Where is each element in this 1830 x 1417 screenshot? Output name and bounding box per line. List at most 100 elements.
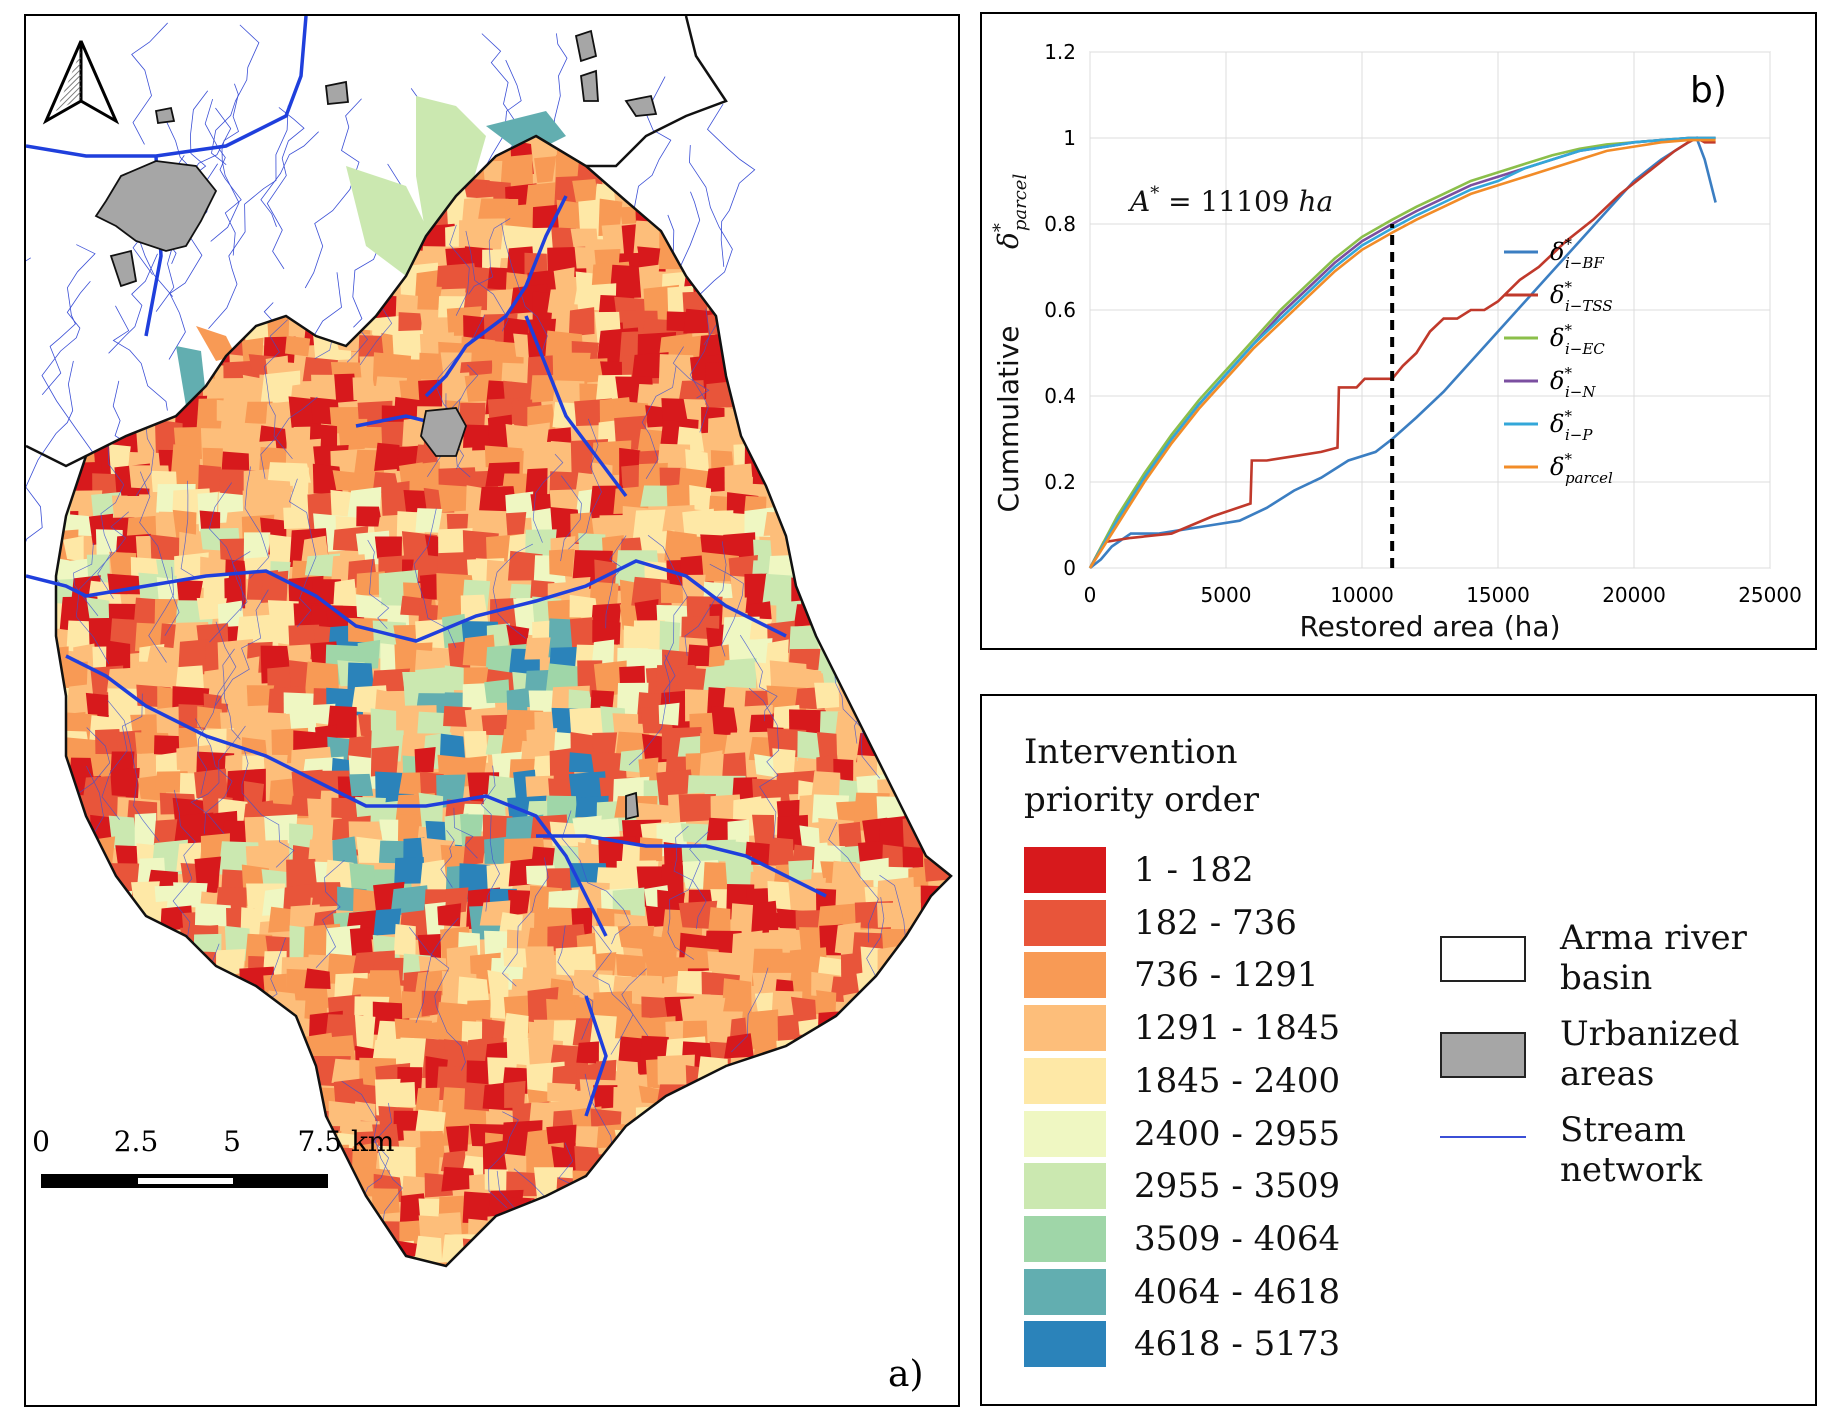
parcel bbox=[952, 406, 958, 443]
parcel bbox=[787, 384, 813, 415]
parcel bbox=[70, 1107, 97, 1139]
parcel bbox=[898, 205, 924, 246]
parcel bbox=[746, 406, 783, 433]
parcel bbox=[879, 1220, 918, 1260]
parcel bbox=[749, 198, 782, 229]
parcel bbox=[925, 1125, 951, 1164]
parcel bbox=[574, 1259, 606, 1266]
parcel bbox=[137, 1235, 175, 1262]
parcel bbox=[352, 1101, 376, 1122]
parcel bbox=[942, 1056, 951, 1090]
parcel bbox=[89, 1088, 117, 1115]
parcel bbox=[789, 315, 825, 352]
parcel bbox=[91, 1033, 126, 1058]
parcel bbox=[946, 1197, 951, 1239]
parcel bbox=[56, 1043, 74, 1080]
parcel bbox=[810, 361, 838, 398]
parcel bbox=[925, 186, 951, 210]
stream bbox=[501, 222, 548, 357]
parcel bbox=[829, 458, 861, 486]
stream bbox=[107, 700, 160, 842]
parcel bbox=[904, 678, 931, 709]
parcel bbox=[596, 1239, 633, 1266]
parcel bbox=[414, 746, 436, 780]
parcel bbox=[928, 272, 951, 303]
parcel bbox=[56, 752, 66, 777]
series-line bbox=[1088, 138, 1716, 569]
y-axis-label-symbol: δ*parcel bbox=[990, 174, 1031, 249]
scale-tick-3: 7.5 km bbox=[298, 1125, 395, 1158]
parcel bbox=[947, 934, 951, 966]
legend-title-line1: Intervention bbox=[1024, 732, 1238, 772]
parcel bbox=[700, 155, 725, 198]
main-rivers bbox=[25, 15, 827, 1117]
parcel bbox=[821, 1174, 854, 1205]
parcel bbox=[243, 1131, 266, 1162]
parcel bbox=[729, 359, 769, 400]
parcel bbox=[922, 725, 951, 751]
legend-class-swatch bbox=[1024, 1321, 1106, 1368]
parcel bbox=[354, 1014, 376, 1054]
legend-class: 2955 - 3509 bbox=[1024, 1162, 1340, 1210]
stream bbox=[409, 927, 466, 1071]
parcel bbox=[200, 1021, 224, 1060]
parcel bbox=[56, 229, 72, 268]
parcel bbox=[527, 422, 550, 448]
parcel bbox=[702, 267, 740, 298]
parcel bbox=[950, 662, 951, 690]
parcel bbox=[177, 1110, 212, 1142]
parcel bbox=[788, 1147, 826, 1174]
parcel bbox=[703, 1130, 727, 1158]
parcel bbox=[313, 1258, 342, 1266]
parcel bbox=[95, 729, 123, 757]
y-tick-label: 0.2 bbox=[1044, 470, 1076, 494]
parcel bbox=[56, 287, 82, 329]
parcel bbox=[698, 242, 723, 273]
stream-label: Stream network bbox=[1560, 1110, 1703, 1190]
parcel bbox=[620, 1186, 661, 1216]
parcel bbox=[705, 1190, 735, 1230]
parcel bbox=[733, 136, 757, 144]
parcel bbox=[775, 379, 807, 420]
parcel bbox=[235, 1213, 264, 1246]
parcel bbox=[950, 1162, 951, 1204]
parcel bbox=[832, 487, 855, 528]
parcel bbox=[813, 397, 859, 435]
parcel bbox=[837, 448, 864, 478]
parcel bbox=[56, 136, 66, 147]
parcel bbox=[181, 972, 219, 1009]
parcel bbox=[127, 338, 170, 369]
parcel bbox=[359, 1261, 390, 1266]
parcel bbox=[609, 264, 645, 299]
chart-legend-label: δ* i−N bbox=[1550, 364, 1596, 401]
parcel bbox=[774, 1171, 807, 1210]
parcel bbox=[820, 288, 856, 318]
parcel bbox=[507, 550, 543, 581]
parcel bbox=[852, 154, 882, 186]
parcel bbox=[212, 1080, 247, 1117]
parcel bbox=[593, 1085, 618, 1109]
parcel bbox=[221, 270, 255, 308]
parcel bbox=[793, 222, 839, 250]
parcel bbox=[267, 251, 306, 290]
parcel bbox=[632, 509, 675, 542]
stream bbox=[197, 621, 237, 795]
stream bbox=[846, 440, 873, 551]
stream bbox=[833, 465, 865, 570]
urbanized-areas bbox=[94, 29, 658, 821]
parcel bbox=[271, 1065, 304, 1099]
parcel bbox=[787, 185, 822, 224]
parcel bbox=[87, 244, 111, 284]
parcel bbox=[225, 227, 268, 261]
stream bbox=[61, 1011, 103, 1121]
parcel bbox=[743, 1059, 772, 1090]
parcel bbox=[906, 421, 935, 464]
stream bbox=[254, 1010, 276, 1092]
stream bbox=[148, 566, 175, 663]
stream bbox=[176, 997, 192, 1140]
parcel bbox=[902, 846, 929, 869]
parcel bbox=[951, 947, 958, 978]
parcel bbox=[724, 1033, 754, 1059]
stream bbox=[288, 478, 317, 628]
parcel bbox=[809, 551, 845, 589]
